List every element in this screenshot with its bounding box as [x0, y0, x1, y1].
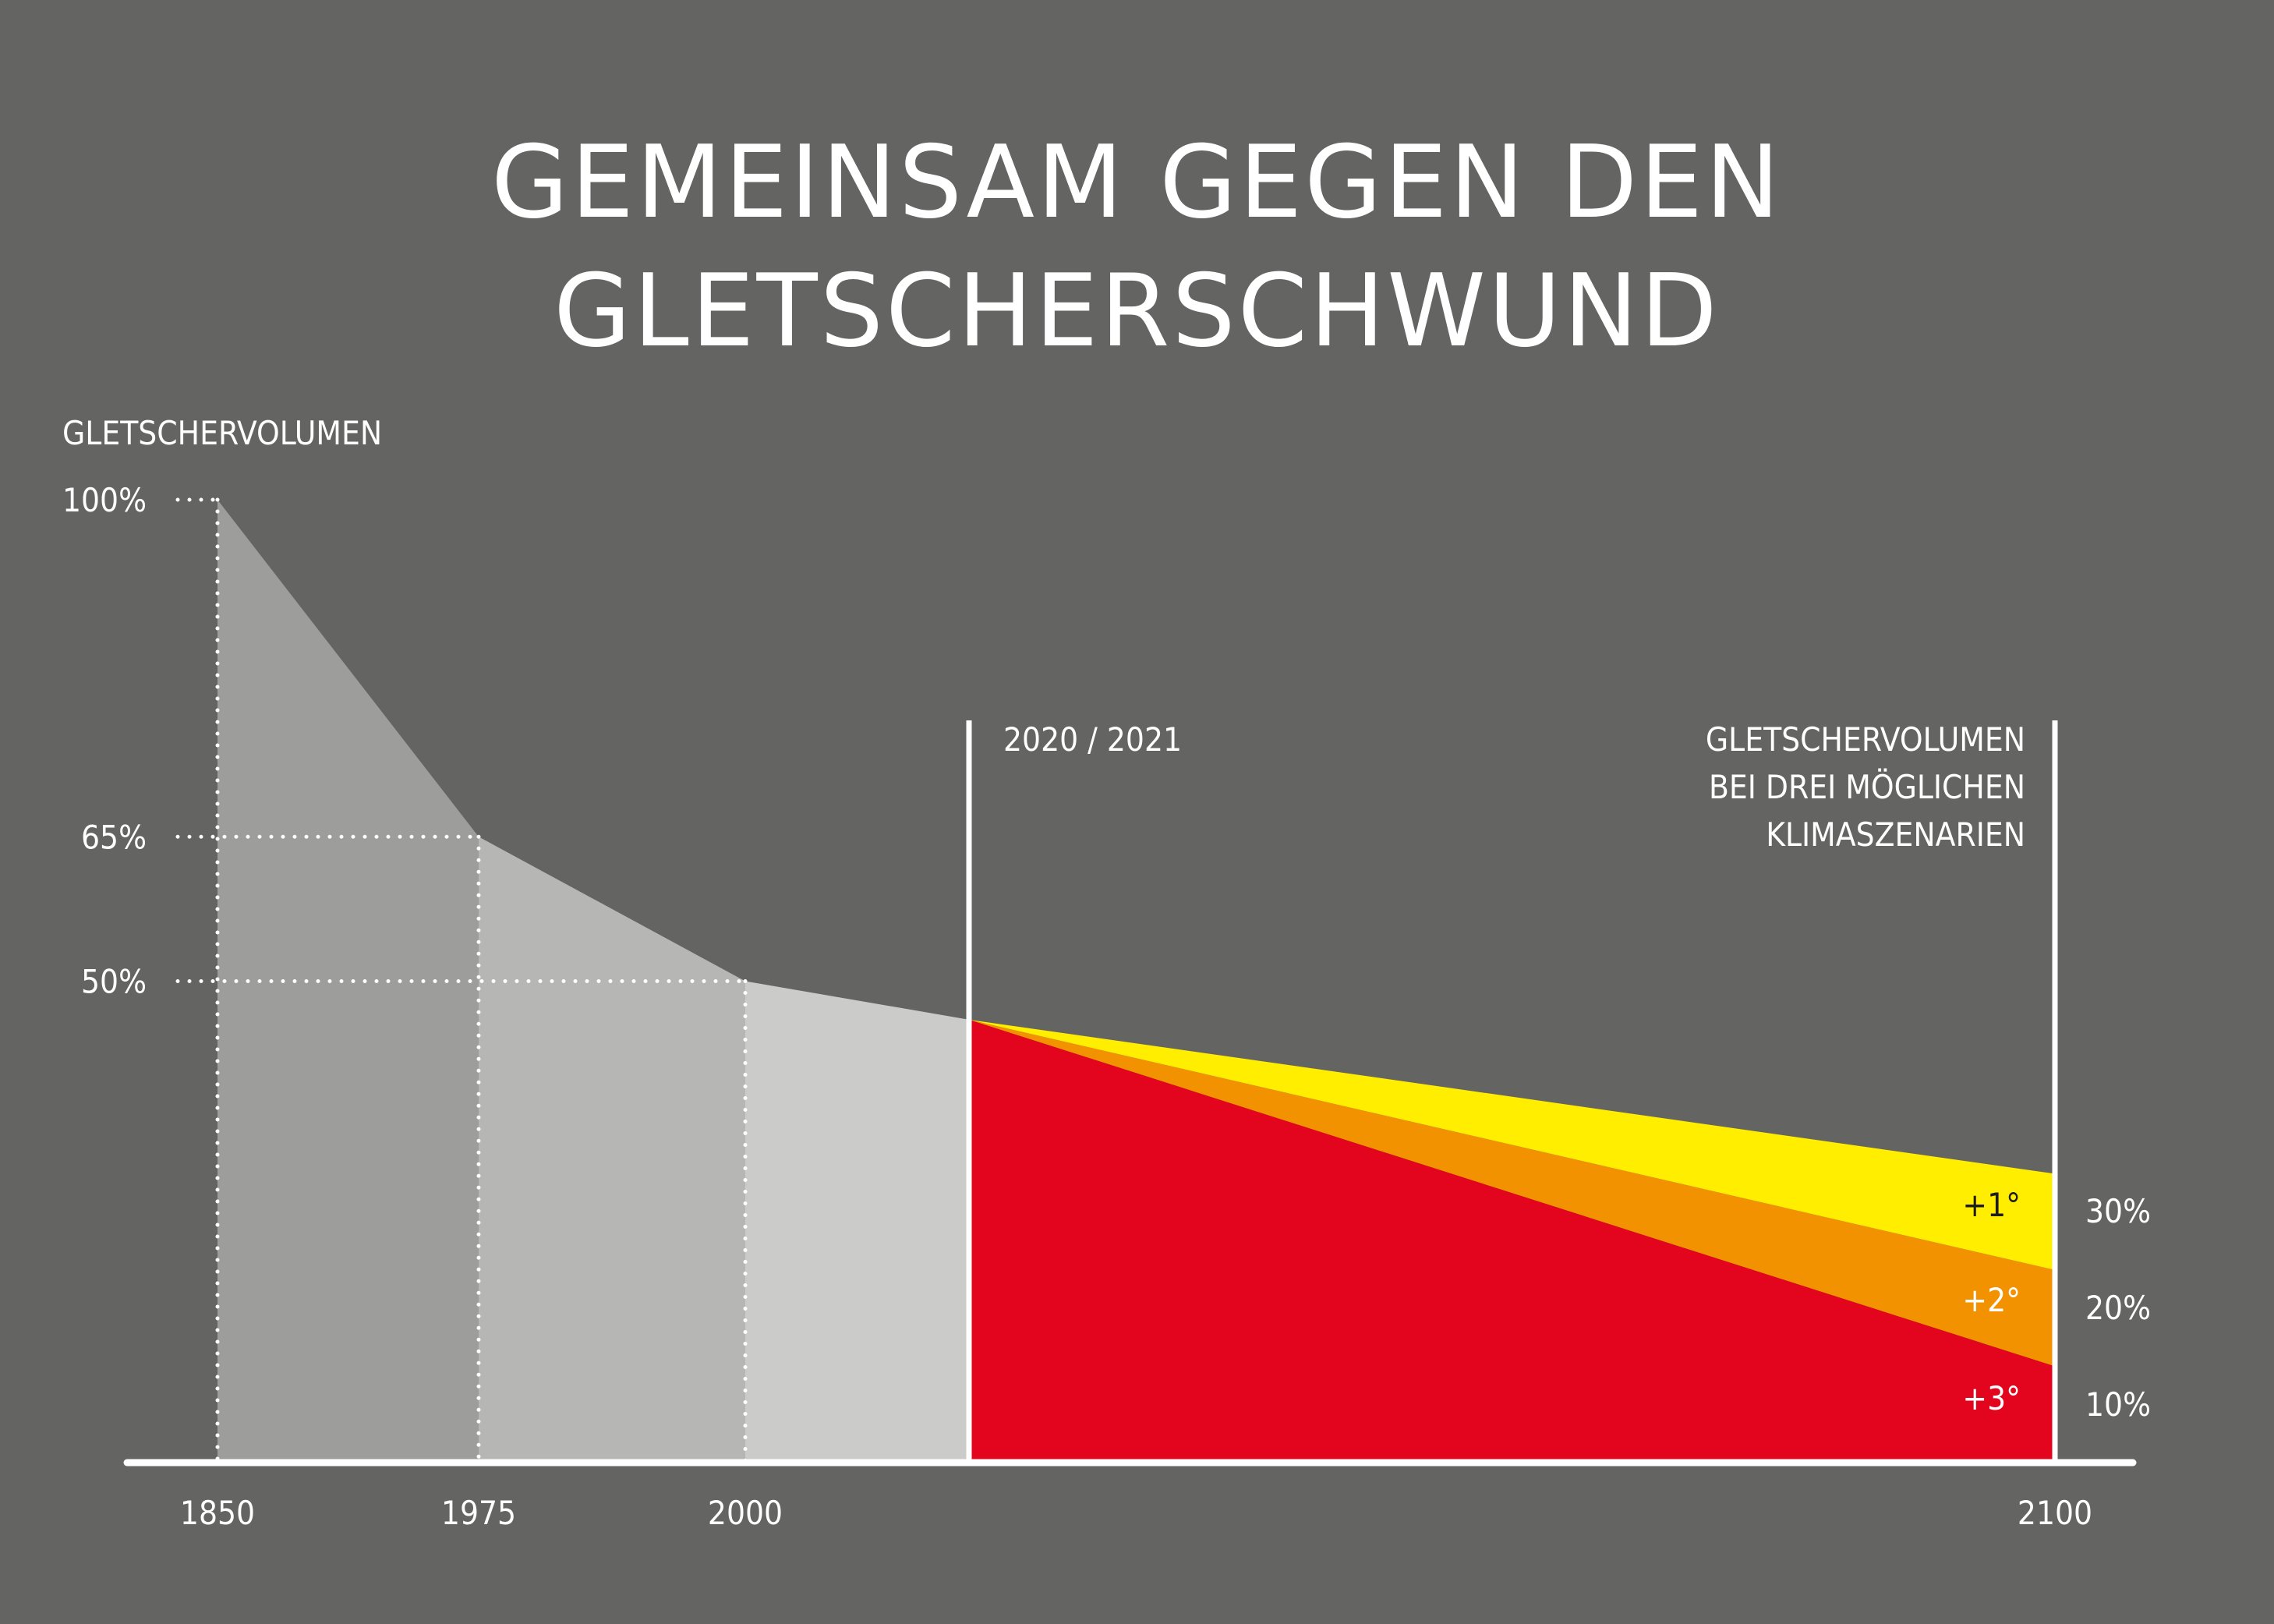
scenario-name-label: +2°	[1962, 1281, 2021, 1319]
dotted-guides	[175, 497, 748, 1465]
y-tick-label: 50%	[81, 963, 147, 1001]
chart-title-line-1: GEMEINSAM GEGEN DEN	[491, 125, 1782, 241]
scenario-header-line: GLETSCHERVOLUMEN	[1706, 720, 2025, 759]
axis-lines	[123, 720, 2137, 1467]
y-axis-label: GLETSCHERVOLUMEN	[62, 414, 382, 452]
scenario-area-2	[969, 1019, 2055, 1367]
marker-label-2020-2021: 2020 / 2021	[1003, 720, 1182, 759]
historical-band-2	[479, 837, 745, 1463]
scenario-end-value: 20%	[2085, 1289, 2151, 1327]
scenario-area-3	[969, 1019, 2055, 1463]
scenario-name-label: +3°	[1962, 1379, 2021, 1417]
y-tick-label: 100%	[62, 481, 147, 519]
historical-band-3	[745, 981, 969, 1463]
scenario-area-1	[969, 1019, 2055, 1270]
scenario-name-label: +1°	[1962, 1186, 2021, 1224]
scenario-header-line: KLIMASZENARIEN	[1766, 816, 2025, 854]
historical-areas	[217, 500, 969, 1463]
scenario-end-value: 30%	[2085, 1192, 2151, 1230]
scenario-areas	[969, 1019, 2055, 1463]
x-tick-label: 2000	[708, 1494, 783, 1532]
historical-band-1	[217, 500, 479, 1463]
x-tick-label: 1850	[180, 1494, 255, 1532]
x-tick-label: 2100	[2018, 1494, 2092, 1532]
y-tick-label: 65%	[81, 818, 147, 856]
scenario-header-line: BEI DREI MÖGLICHEN	[1709, 767, 2025, 806]
scenario-end-value: 10%	[2085, 1385, 2151, 1424]
chart-title-line-2: GLETSCHERSCHWUND	[553, 253, 1720, 370]
chart-labels: 100% 65% 50% 1850 1975 2000 2100 2020 / 2021 GLE…	[62, 481, 2151, 1532]
x-tick-label: 1975	[441, 1494, 516, 1532]
